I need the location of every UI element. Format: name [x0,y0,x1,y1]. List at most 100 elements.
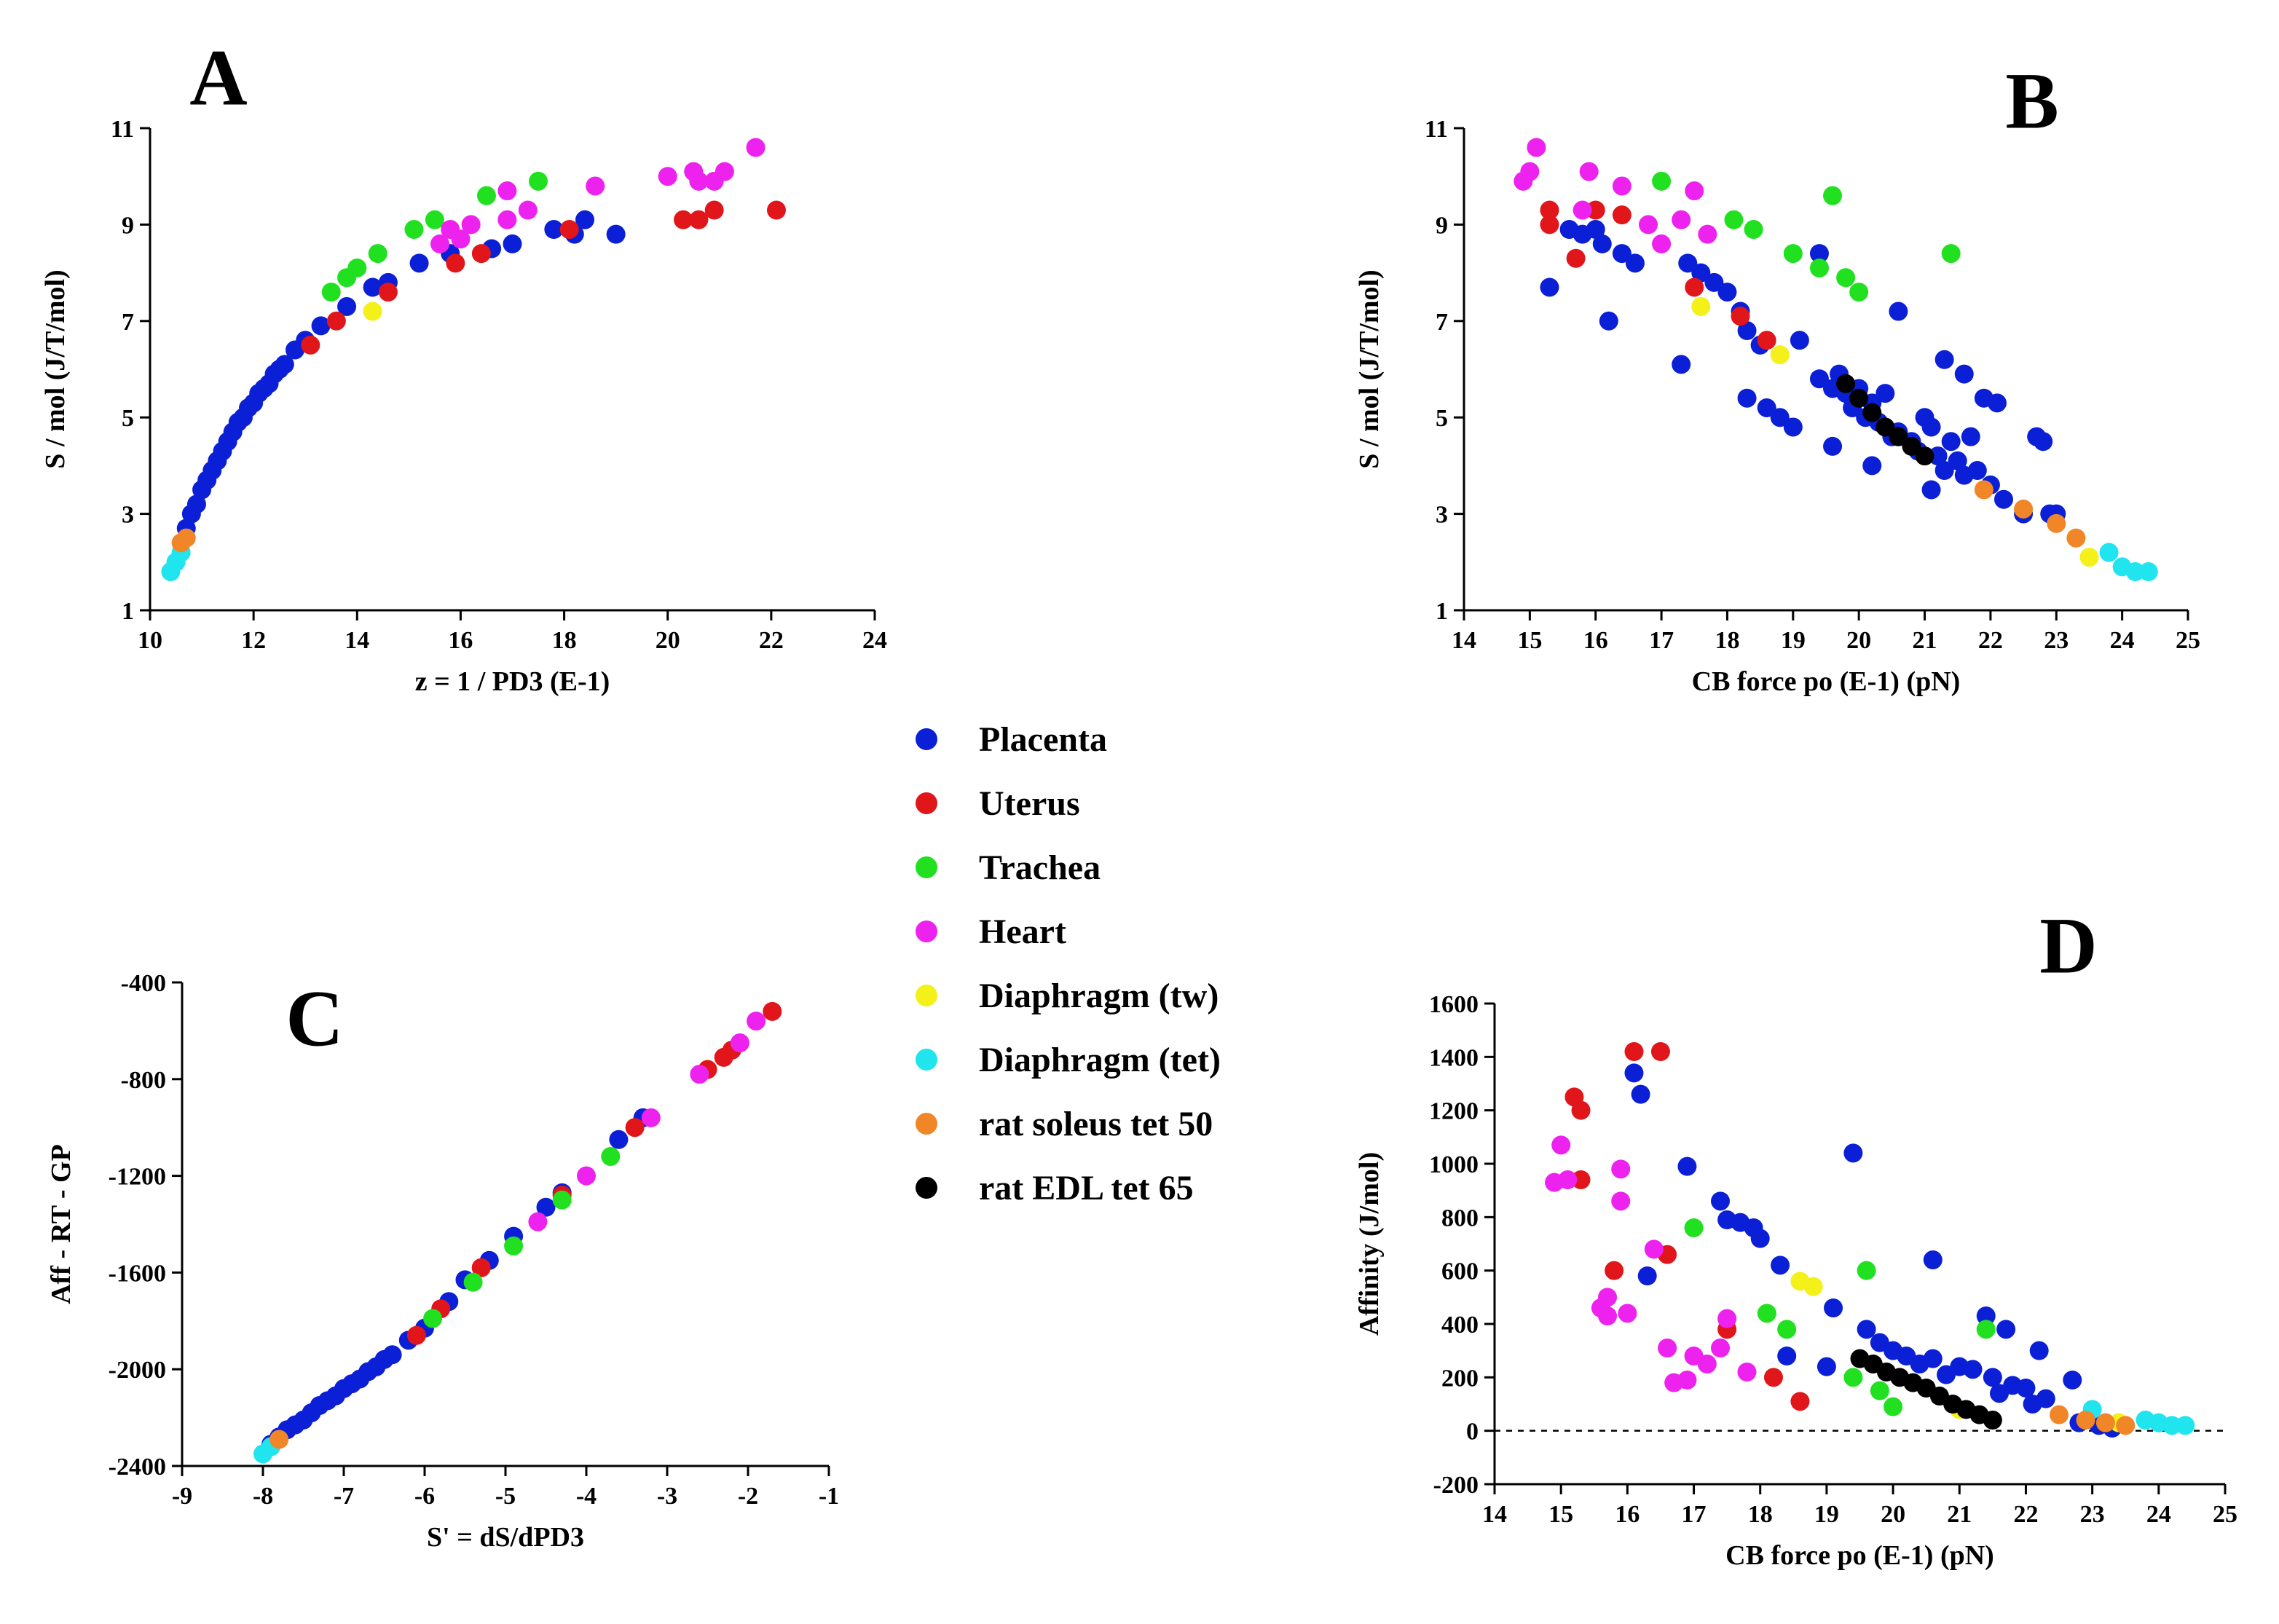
x-tick-label: 20 [1846,627,1871,654]
x-axis-label: CB force po (E-1) (pN) [1725,1540,1994,1571]
point-placenta [1599,311,1618,331]
x-tick-label: -8 [253,1483,273,1510]
legend-marker [916,728,937,750]
point-placenta [1923,1349,1943,1368]
point-placenta [1637,1266,1657,1285]
point-placenta [606,224,626,244]
point-heart [1598,1288,1618,1307]
y-tick-label: 200 [1441,1365,1479,1392]
y-axis-label: Aff - RT - GP [46,1144,76,1304]
point-heart [528,1212,548,1231]
y-tick-label: -400 [121,970,166,997]
point-heart [747,1012,766,1031]
point-rat-edl-tet-65 [1836,374,1856,393]
point-heart [658,167,677,186]
point-placenta [1941,432,1961,452]
point-uterus [1650,1042,1670,1061]
point-placenta [2029,1341,2049,1360]
y-tick-label: 1 [1436,598,1448,625]
point-placenta [1631,1084,1650,1104]
point-heart [1685,181,1704,201]
point-placenta [1624,1063,1644,1083]
legend-label: Uterus [979,784,1080,823]
point-rat-edl-tet-65 [1902,436,1921,456]
point-uterus [1624,1042,1644,1061]
point-trachea [1857,1261,1876,1280]
x-tick-label: -3 [657,1483,677,1510]
panel-a-chart: A 10 12 14 16 18 20 22 24 1 3 5 7 9 11 z = 1 / PD3 (E-1… [40,33,887,697]
point-placenta [2016,1379,2036,1398]
point-placenta [1717,283,1737,302]
point-placenta [1989,1384,2009,1403]
point-trachea [1809,258,1829,277]
point-diaphragm-tet [2138,562,2158,582]
y-tick-label: 9 [1436,212,1448,239]
point-rat-soleus-tet-50 [1974,480,1993,500]
point-heart [461,215,481,234]
x-tick-label: 18 [1715,627,1739,654]
point-rat-soleus-tet-50 [2076,1411,2095,1430]
point-heart [1598,1306,1618,1325]
point-trachea [1941,244,1961,264]
point-placenta [1777,1347,1797,1365]
legend-marker [916,1113,937,1135]
point-heart [715,162,734,181]
point-diaphragm-tet [2176,1416,2195,1435]
y-tick-label: -800 [121,1067,166,1094]
x-tick-label: 18 [552,627,577,654]
y-tick-label: 3 [1436,502,1448,529]
point-heart [641,1108,661,1127]
x-tick-label: 14 [345,627,369,654]
point-uterus [559,220,579,240]
x-tick-label: 20 [656,627,680,654]
x-tick-label: 19 [1781,627,1806,654]
point-uterus [674,210,693,229]
point-placenta [1816,1357,1836,1376]
legend: Placenta Uterus Trachea Heart Diaphragm (tw)… [916,720,1221,1207]
point-trachea [1724,210,1744,229]
y-tick-label: 11 [111,116,134,143]
x-tick-label: -6 [414,1483,435,1510]
point-trachea [368,244,387,264]
point-diaphragm-tet [2125,562,2145,582]
x-tick-label: 20 [1881,1501,1905,1528]
x-tick-label: -2 [738,1483,758,1510]
point-trachea [1870,1381,1889,1400]
point-trachea [601,1147,621,1167]
y-axis-label: S / mol (J/T/mol) [40,269,71,468]
x-tick-label: 14 [1482,1501,1507,1528]
x-tick-label: 21 [1913,627,1937,654]
point-placenta [1967,461,1987,481]
point-placenta [1823,436,1843,456]
legend-label: Heart [979,912,1066,951]
x-tick-label: 17 [1682,1501,1707,1528]
point-placenta [1757,398,1776,417]
point-heart [1611,1191,1631,1211]
point-heart [730,1033,749,1052]
x-tick-label: 21 [1947,1501,1972,1528]
point-placenta [1843,1143,1863,1163]
y-tick-label: 1600 [1429,991,1479,1018]
point-placenta [1993,489,2013,509]
panel-d-chart: D 14 15 16 17 18 19 20 21 22 23 24 25 -200 0 200 400 600 8… [1354,901,2237,1571]
point-trachea [529,171,548,191]
legend-label: Trachea [979,848,1101,887]
point-uterus [1612,205,1631,225]
x-tick-label: 24 [2110,627,2135,654]
point-rat-edl-tet-65 [1983,1411,2002,1430]
point-uterus [1571,1170,1591,1189]
y-tick-label: 1400 [1429,1044,1479,1071]
x-tick-label: 23 [2044,627,2069,654]
point-trachea [404,220,424,240]
y-tick-label: 600 [1441,1258,1479,1285]
point-placenta [1704,272,1724,292]
point-placenta [1770,408,1790,427]
x-tick-label: -9 [172,1483,192,1510]
point-placenta [382,1345,402,1365]
point-diaphragm-tw [2079,548,2099,567]
y-tick-label: -1200 [109,1164,166,1191]
point-placenta [1771,1256,1790,1275]
point-placenta [1790,331,1809,350]
point-uterus [471,244,491,264]
point-heart [1527,138,1546,157]
